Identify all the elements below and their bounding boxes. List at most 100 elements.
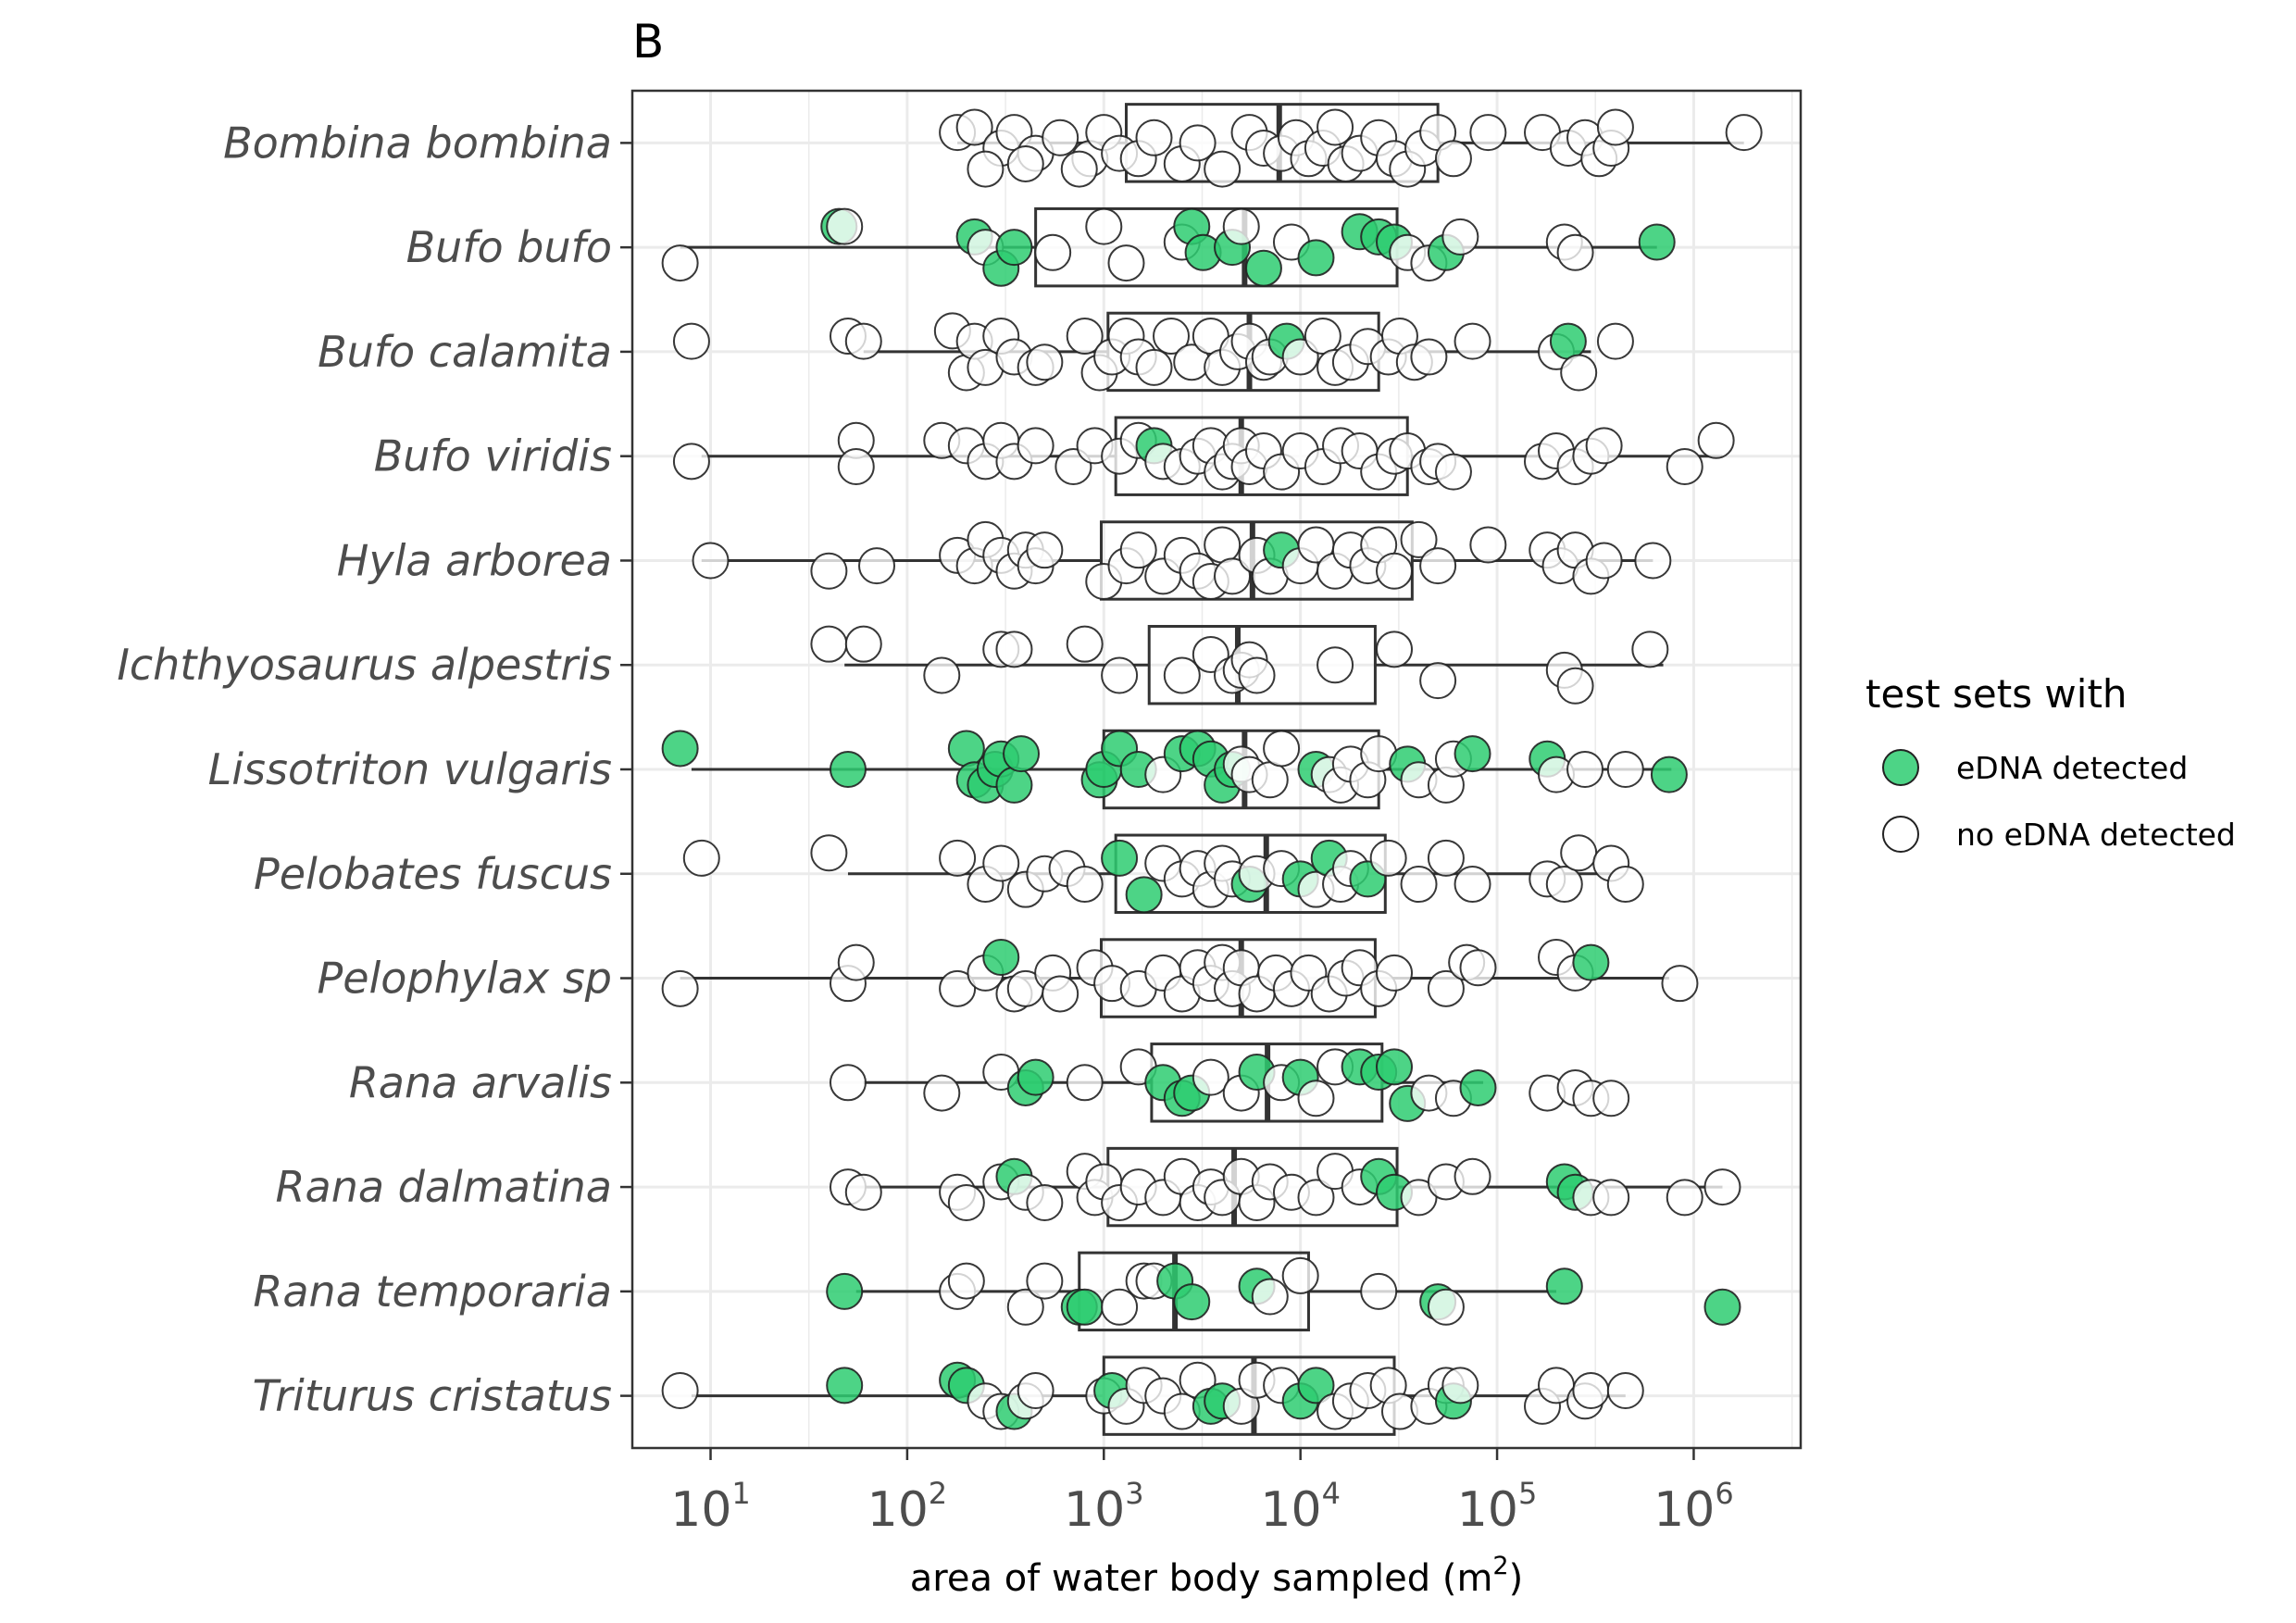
point-not-detected [1454, 1157, 1491, 1195]
point-not-detected [1596, 108, 1634, 146]
point-not-detected [1026, 1183, 1064, 1221]
x-tick-label-exp: 5 [1518, 1476, 1537, 1511]
point-not-detected [682, 839, 720, 877]
point-not-detected [939, 839, 977, 877]
point-not-detected [1606, 866, 1644, 904]
x-tick-label-exp: 4 [1322, 1476, 1341, 1511]
point-detected [1125, 876, 1163, 914]
point-not-detected [1427, 969, 1465, 1007]
point-detected [1017, 1058, 1054, 1096]
point-not-detected [1297, 1179, 1335, 1217]
point-not-detected [1042, 975, 1079, 1013]
y-tick-label: Triturus cristatus [253, 1371, 612, 1421]
x-axis-title: area of water body sampled (m2) [910, 1552, 1523, 1600]
x-tick-label-exp: 6 [1715, 1476, 1733, 1511]
point-detected [1703, 1288, 1741, 1326]
point-not-detected [1034, 233, 1072, 271]
point-not-detected [844, 322, 882, 360]
x-tick-label: 105 [1457, 1476, 1538, 1538]
point-not-detected [858, 547, 896, 585]
y-tick-label: Bufo viridis [374, 431, 612, 481]
data-points [661, 108, 1763, 1430]
point-not-detected [1454, 866, 1491, 904]
point-detected [826, 1367, 864, 1405]
point-not-detected [1101, 1288, 1139, 1326]
point-not-detected [1459, 949, 1497, 987]
point-not-detected [1017, 1371, 1054, 1409]
y-tick-label: Rana temporaria [253, 1267, 612, 1317]
point-not-detected [1263, 730, 1301, 768]
point-not-detected [1017, 427, 1054, 465]
point-not-detected [1119, 531, 1157, 569]
x-axis: 101 102 103 104 105 106 [670, 1448, 1734, 1538]
legend-swatch-not-detected [1882, 816, 1919, 853]
point-not-detected [1427, 839, 1465, 877]
point-not-detected [1107, 244, 1145, 282]
y-tick-label: Bufo bufo [406, 222, 612, 272]
point-detected [1545, 1267, 1583, 1305]
point-not-detected [1376, 954, 1414, 992]
point-not-detected [923, 656, 961, 694]
point-not-detected [1545, 866, 1583, 904]
point-not-detected [1434, 453, 1472, 491]
point-not-detected [1192, 1058, 1229, 1096]
point-not-detected [1631, 630, 1669, 668]
point-not-detected [1204, 150, 1242, 188]
x-tick-label-base: 10 [1457, 1482, 1518, 1538]
point-not-detected [826, 207, 864, 245]
point-not-detected [1238, 656, 1276, 694]
x-tick-label-exp: 3 [1125, 1476, 1143, 1511]
point-not-detected [1066, 1064, 1104, 1102]
point-not-detected [1060, 150, 1098, 188]
point-detected [947, 730, 985, 768]
point-not-detected [1441, 218, 1479, 256]
y-tick-label: Hyla arborea [337, 535, 612, 585]
x-tick-label-exp: 1 [731, 1476, 750, 1511]
point-not-detected [1454, 322, 1491, 360]
x-tick-label: 102 [867, 1476, 948, 1538]
panel-tag: B [632, 15, 664, 69]
point-not-detected [995, 630, 1033, 668]
point-not-detected [1360, 1272, 1398, 1310]
point-not-detected [1179, 124, 1217, 162]
point-not-detected [1469, 114, 1507, 152]
point-not-detected [1376, 630, 1414, 668]
point-not-detected [923, 1074, 961, 1112]
x-tick-label-base: 10 [1260, 1482, 1321, 1538]
point-not-detected [1697, 421, 1735, 459]
point-detected [826, 1272, 864, 1310]
point-detected [995, 766, 1033, 804]
point-not-detected [1666, 1179, 1703, 1217]
legend-label-detected: eDNA detected [1956, 750, 2188, 786]
point-not-detected [1376, 552, 1414, 590]
legend: test sets with eDNA detected no eDNA det… [1866, 671, 2236, 853]
point-not-detected [1135, 348, 1173, 386]
point-not-detected [947, 1183, 985, 1221]
point-not-detected [661, 969, 699, 1007]
point-not-detected [1026, 531, 1064, 569]
point-not-detected [1222, 207, 1260, 245]
point-not-detected [1316, 108, 1354, 146]
point-not-detected [947, 1262, 985, 1300]
point-not-detected [1316, 646, 1354, 684]
point-not-detected [829, 1064, 867, 1102]
point-not-detected [1297, 1080, 1335, 1117]
point-not-detected [1369, 839, 1407, 877]
x-axis-title-superscript: 2 [1492, 1552, 1508, 1580]
point-detected [1549, 322, 1587, 360]
point-not-detected [1066, 866, 1104, 904]
y-axis: Bombina bombina Bufo bufo Bufo calamita Buf… [117, 118, 632, 1421]
point-not-detected [1592, 1179, 1630, 1217]
point-not-detected [1703, 1168, 1741, 1206]
point-detected [1376, 1048, 1414, 1086]
point-not-detected [1560, 354, 1598, 392]
x-tick-label: 103 [1064, 1476, 1144, 1538]
point-not-detected [1153, 318, 1191, 356]
point-detected [1173, 1283, 1211, 1321]
legend-swatch-detected [1882, 749, 1919, 786]
point-not-detected [837, 943, 875, 981]
point-not-detected [1419, 547, 1457, 585]
point-not-detected [1006, 144, 1044, 182]
point-not-detected [1596, 322, 1634, 360]
